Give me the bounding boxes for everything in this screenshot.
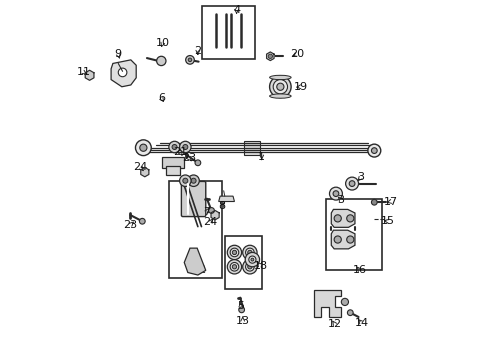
Polygon shape bbox=[314, 290, 341, 317]
Text: 8: 8 bbox=[218, 201, 225, 211]
Circle shape bbox=[332, 191, 338, 197]
Circle shape bbox=[179, 175, 191, 186]
Circle shape bbox=[371, 199, 376, 205]
Circle shape bbox=[135, 140, 151, 156]
Circle shape bbox=[346, 310, 352, 316]
Text: 24: 24 bbox=[203, 217, 217, 227]
Circle shape bbox=[187, 175, 199, 186]
Circle shape bbox=[346, 236, 353, 243]
Circle shape bbox=[346, 215, 353, 222]
Text: 22: 22 bbox=[192, 265, 206, 275]
Text: 5: 5 bbox=[237, 301, 244, 311]
Circle shape bbox=[244, 252, 259, 267]
Circle shape bbox=[183, 144, 187, 149]
Circle shape bbox=[172, 144, 177, 149]
Polygon shape bbox=[266, 52, 273, 60]
Text: 19: 19 bbox=[293, 82, 307, 92]
Text: 9: 9 bbox=[115, 49, 122, 59]
Text: 6: 6 bbox=[158, 93, 164, 103]
Circle shape bbox=[269, 76, 290, 98]
Polygon shape bbox=[218, 196, 234, 202]
Circle shape bbox=[273, 80, 287, 94]
Text: 10: 10 bbox=[155, 38, 169, 48]
Circle shape bbox=[238, 307, 244, 313]
Circle shape bbox=[188, 58, 191, 62]
Polygon shape bbox=[211, 211, 219, 220]
Circle shape bbox=[247, 250, 251, 255]
Circle shape bbox=[140, 144, 147, 151]
Text: 2: 2 bbox=[194, 46, 201, 56]
Circle shape bbox=[179, 141, 191, 153]
Bar bbox=[202, 6, 255, 59]
Polygon shape bbox=[330, 230, 354, 249]
Polygon shape bbox=[111, 60, 136, 87]
Circle shape bbox=[156, 56, 165, 66]
Bar bbox=[169, 181, 222, 278]
Circle shape bbox=[341, 298, 348, 306]
Text: 1: 1 bbox=[258, 152, 264, 162]
Text: 23: 23 bbox=[123, 220, 137, 230]
Circle shape bbox=[230, 262, 238, 271]
Circle shape bbox=[230, 248, 238, 257]
Text: 3: 3 bbox=[357, 172, 364, 182]
Circle shape bbox=[267, 54, 272, 58]
Bar bbox=[325, 199, 381, 270]
Circle shape bbox=[371, 148, 376, 153]
Bar bbox=[244, 140, 259, 155]
Circle shape bbox=[139, 219, 145, 224]
Polygon shape bbox=[330, 210, 354, 227]
Circle shape bbox=[183, 178, 187, 183]
Circle shape bbox=[242, 245, 257, 260]
Circle shape bbox=[247, 265, 251, 269]
Circle shape bbox=[333, 215, 341, 222]
Bar bbox=[162, 157, 183, 168]
Circle shape bbox=[232, 265, 236, 269]
Text: 12: 12 bbox=[327, 319, 341, 329]
Text: 23: 23 bbox=[182, 153, 196, 163]
Circle shape bbox=[348, 181, 354, 186]
FancyBboxPatch shape bbox=[181, 181, 205, 217]
Circle shape bbox=[191, 178, 196, 183]
Text: 18: 18 bbox=[253, 261, 267, 271]
Circle shape bbox=[168, 141, 180, 153]
Circle shape bbox=[367, 144, 380, 157]
Circle shape bbox=[185, 55, 194, 64]
Polygon shape bbox=[85, 70, 94, 80]
Circle shape bbox=[333, 236, 341, 243]
Circle shape bbox=[195, 160, 201, 166]
Text: 7: 7 bbox=[203, 207, 210, 217]
Circle shape bbox=[118, 68, 126, 77]
Text: 24: 24 bbox=[133, 162, 147, 172]
Text: 20: 20 bbox=[290, 49, 304, 59]
Ellipse shape bbox=[269, 75, 290, 80]
Polygon shape bbox=[141, 167, 148, 177]
Circle shape bbox=[242, 260, 257, 274]
Ellipse shape bbox=[269, 94, 290, 98]
Text: 16: 16 bbox=[352, 265, 366, 275]
Text: 13: 13 bbox=[235, 316, 249, 325]
Circle shape bbox=[232, 250, 236, 255]
Circle shape bbox=[276, 83, 284, 90]
Text: 17: 17 bbox=[383, 197, 397, 207]
Text: 14: 14 bbox=[354, 319, 368, 328]
Bar bbox=[165, 166, 180, 175]
Circle shape bbox=[245, 248, 254, 257]
Circle shape bbox=[245, 262, 254, 271]
Circle shape bbox=[345, 177, 358, 190]
Circle shape bbox=[248, 256, 255, 263]
Circle shape bbox=[227, 245, 241, 260]
Text: 4: 4 bbox=[233, 5, 240, 15]
Bar bbox=[224, 236, 262, 289]
Text: 3: 3 bbox=[336, 195, 344, 205]
Text: 11: 11 bbox=[77, 67, 91, 77]
Text: 15: 15 bbox=[380, 216, 394, 226]
Polygon shape bbox=[184, 248, 205, 275]
Circle shape bbox=[227, 260, 241, 274]
Circle shape bbox=[329, 187, 342, 200]
Circle shape bbox=[208, 208, 214, 213]
Text: 21: 21 bbox=[173, 147, 186, 157]
Circle shape bbox=[250, 258, 253, 261]
